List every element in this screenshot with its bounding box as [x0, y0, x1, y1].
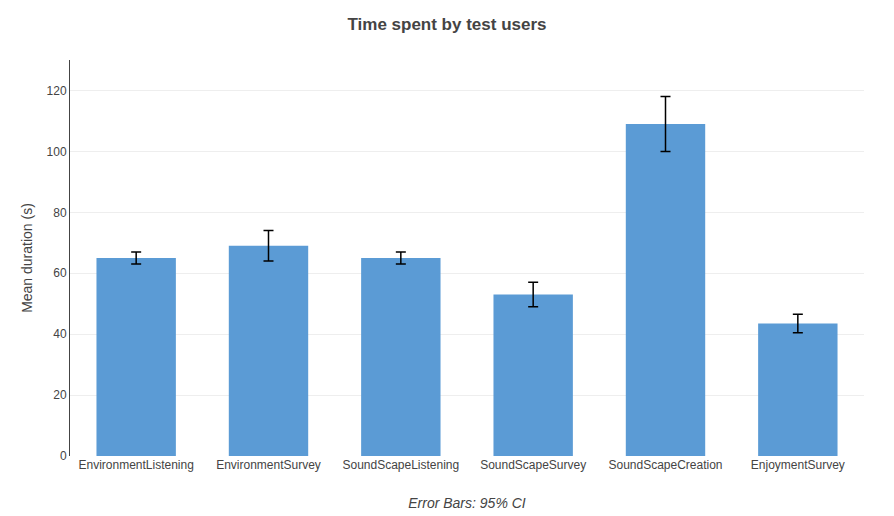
svg-text:EnvironmentSurvey: EnvironmentSurvey [216, 458, 321, 472]
svg-text:Time spent by test users: Time spent by test users [347, 15, 546, 34]
svg-text:EnvironmentListening: EnvironmentListening [78, 458, 193, 472]
svg-text:20: 20 [53, 388, 67, 402]
svg-text:Error Bars: 95% CI: Error Bars: 95% CI [408, 495, 526, 511]
svg-text:0: 0 [60, 449, 67, 463]
svg-text:100: 100 [47, 145, 67, 159]
svg-text:80: 80 [53, 206, 67, 220]
svg-text:120: 120 [47, 84, 67, 98]
svg-text:EnjoymentSurvey: EnjoymentSurvey [751, 458, 845, 472]
svg-text:SoundScapeListening: SoundScapeListening [342, 458, 459, 472]
svg-text:SoundScapeCreation: SoundScapeCreation [608, 458, 722, 472]
svg-text:60: 60 [53, 266, 67, 280]
svg-text:SoundScapeSurvey: SoundScapeSurvey [480, 458, 586, 472]
svg-text:Mean duration (s): Mean duration (s) [19, 203, 35, 313]
svg-text:40: 40 [53, 327, 67, 341]
